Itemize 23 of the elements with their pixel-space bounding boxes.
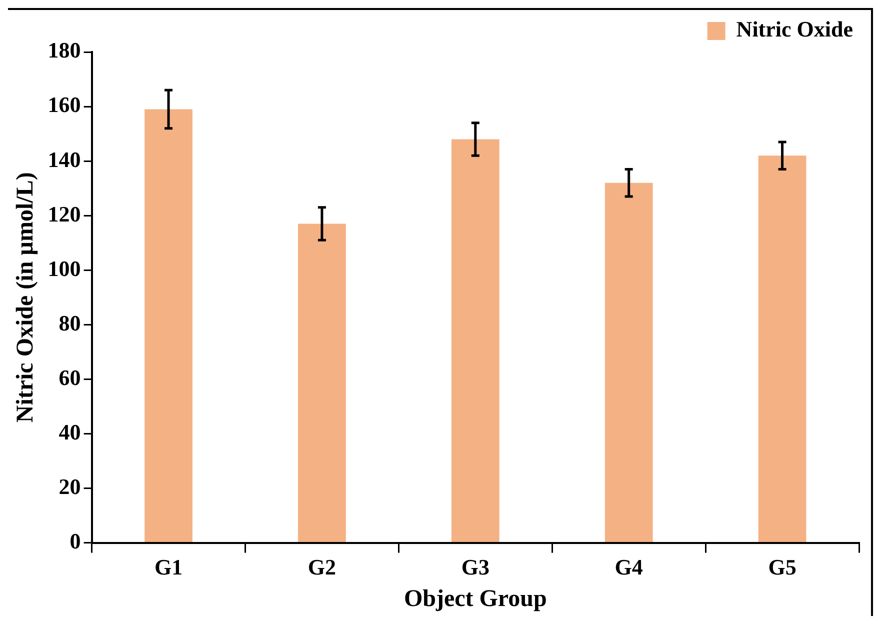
y-tick-label: 120 <box>48 201 81 226</box>
y-tick-label: 180 <box>48 38 81 63</box>
y-tick-label: 100 <box>48 256 81 281</box>
y-tick-label: 140 <box>48 146 81 172</box>
x-axis-title: Object Group <box>404 586 547 612</box>
y-tick-label: 80 <box>58 310 81 336</box>
x-tick-label: G4 <box>614 554 643 580</box>
x-tick-label: G3 <box>461 554 490 580</box>
y-tick-label: 20 <box>58 474 81 499</box>
bar <box>604 182 653 542</box>
y-tick-label: 40 <box>58 419 81 444</box>
x-tick-label: G5 <box>768 554 796 580</box>
y-axis-title: Nitric Oxide (in µmol/L) <box>12 172 39 423</box>
bar <box>298 224 346 542</box>
bar <box>451 139 500 542</box>
legend-label: Nitric Oxide <box>736 16 854 42</box>
bar <box>758 156 806 542</box>
bar <box>144 109 192 542</box>
y-tick-label: 0 <box>70 528 81 554</box>
y-tick-label: 60 <box>58 364 81 390</box>
x-tick-label: G1 <box>154 554 183 580</box>
y-tick-label: 160 <box>48 92 81 118</box>
x-tick-label: G2 <box>308 554 336 580</box>
